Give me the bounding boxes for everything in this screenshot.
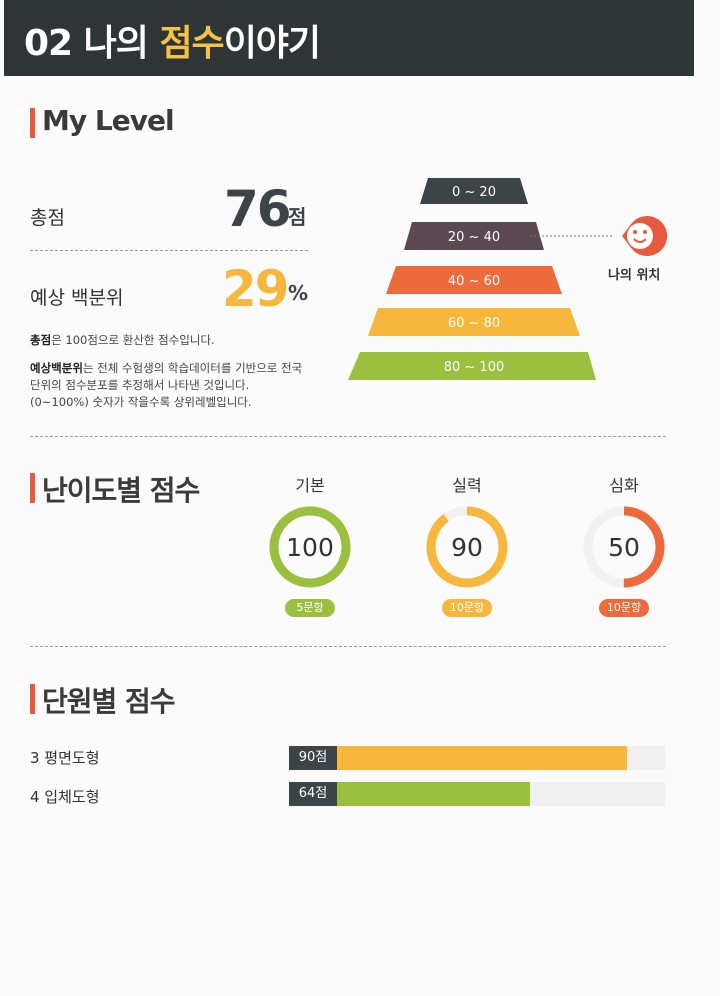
title-post: 이야기 [223,23,321,64]
difficulty-donut-advanced: 50 [583,506,665,588]
pyramid-tier-4: 60 ~ 80 [368,308,580,336]
note-percentile-bold: 예상백분위 [30,361,83,375]
section-bar [30,473,35,503]
pyramid-tier-2: 20 ~ 40 [404,222,544,250]
units-title: 단원별 점수 [42,685,176,718]
pyramid-tier-4-label: 60 ~ 80 [448,316,500,331]
divider [30,646,666,647]
marker-smile [633,238,647,243]
percentile-value: 29 [222,260,290,318]
unit-name-solid: 4 입체도형 [30,788,100,806]
donut-score: 100 [286,533,334,562]
divider [30,250,308,251]
level-pyramid: 0 ~ 20 20 ~ 40 40 ~ 60 60 ~ 80 80 ~ 100 [348,178,668,380]
donut-arc [426,506,508,588]
my-position-marker [622,216,668,256]
note-total-bold: 총점 [30,333,52,347]
question-count-badge: 10문항 [599,599,649,617]
marker-eye-right [643,230,647,234]
note-percentile-text: 는 전체 수험생의 학습데이터를 기반으로 전국단위의 점수분포를 추정해서 나… [30,361,303,409]
page-header: 02 나의 점수이야기 [4,0,694,76]
pyramid-tier-3-shape [386,266,562,294]
pyramid-tier-5-shape [348,352,596,380]
donut-score: 90 [451,533,483,562]
divider [30,436,666,437]
title-pre: 나의 [83,23,160,64]
difficulty-donut-basic: 100 [269,506,351,588]
difficulty-donut-skill: 90 [426,506,508,588]
pyramid-tier-1-label: 0 ~ 20 [452,185,496,200]
difficulty-name-advanced: 심화 [609,476,639,495]
pyramid-tier-1-shape [420,178,528,204]
unit-score-tag: 90점 [289,746,337,770]
difficulty-title: 난이도별 점수 [42,474,200,507]
pyramid-tier-1: 0 ~ 20 [420,178,528,204]
my-level-title: My Level [42,104,175,137]
unit-name-plane: 3 평면도형 [30,749,100,767]
percentile-unit: % [288,281,309,305]
my-position-label: 나의 위치 [608,268,661,283]
marker-eye-left [633,230,637,234]
pyramid-tier-3: 40 ~ 60 [386,266,562,294]
pyramid-tier-3-label: 40 ~ 60 [448,274,500,289]
total-score-value: 76 [224,180,292,238]
pyramid-tier-5: 80 ~ 100 [348,352,596,380]
unit-bar-fill [289,746,628,770]
pyramid-tier-2-shape [404,222,544,250]
page-title: 02 나의 점수이야기 [24,14,321,66]
note-total-text: 은 100점으로 환산한 점수입니다. [51,333,215,347]
title-number: 02 [24,23,73,64]
note-percentile: 예상백분위는 전체 수험생의 학습데이터를 기반으로 전국단위의 점수분포를 추… [30,360,310,411]
pyramid-tier-5-label: 80 ~ 100 [444,360,505,375]
question-count-badge: 10문항 [442,599,492,617]
unit-bar-plane: 90점 [289,746,665,770]
pyramid-tier-2-label: 20 ~ 40 [448,230,500,245]
difficulty-name-skill: 실력 [452,476,482,495]
pyramid-tier-4-shape [368,308,580,336]
total-score-unit: 점 [288,205,307,229]
unit-bar-solid: 64점 [289,782,665,806]
donut-score: 50 [608,533,640,562]
marker-face [627,223,653,249]
unit-score-tag: 64점 [289,782,337,806]
donut-arc [269,506,351,588]
note-total: 총점은 100점으로 환산한 점수입니다. [30,332,310,349]
difficulty-name-basic: 기본 [295,476,325,495]
total-score-label: 총점 [30,207,65,229]
percentile-label: 예상 백분위 [30,287,124,309]
section-bar [30,108,35,138]
question-count-badge: 5문항 [285,599,335,617]
donut-arc [583,506,665,588]
section-bar [30,684,35,714]
title-accent: 점수 [159,23,224,64]
